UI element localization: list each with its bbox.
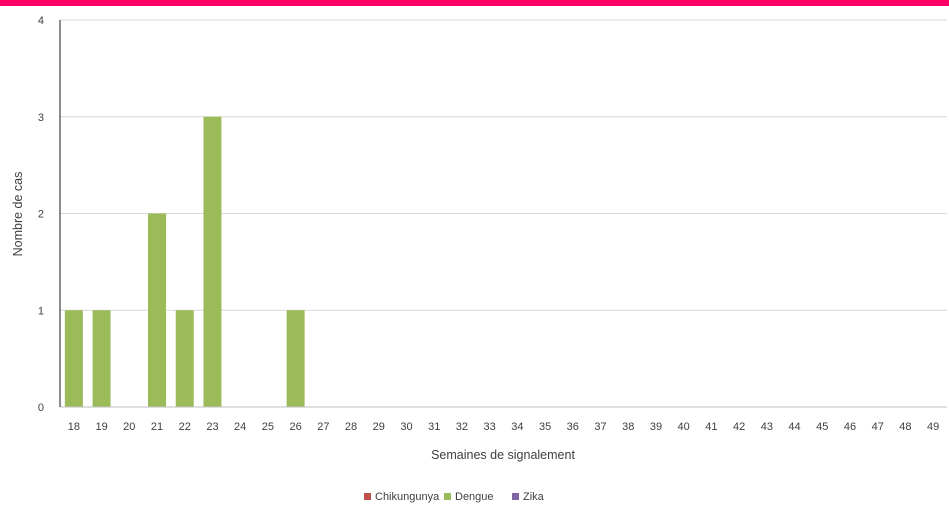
x-axis-ticks: 18 19 20 21 22 23 24 25 26 27 28 29 30 31 32 33 34 35 36 37…	[68, 421, 940, 433]
x-tick-label: 34	[511, 421, 523, 433]
x-tick-label: 44	[788, 421, 800, 433]
legend-swatch	[444, 493, 451, 500]
gridlines	[60, 19, 947, 311]
bar-dengue	[286, 310, 305, 407]
x-tick-label: 19	[95, 421, 107, 433]
bar-dengue	[92, 310, 111, 407]
legend-label: Zika	[523, 491, 545, 503]
x-tick-label: 38	[622, 421, 634, 433]
x-tick-label: 20	[123, 421, 135, 433]
bar-dengue	[148, 213, 167, 407]
y-axis-title: Nombre de cas	[11, 172, 25, 257]
x-tick-label: 30	[400, 421, 412, 433]
y-tick-label: 4	[38, 15, 44, 27]
y-axis-ticks: 0 1 2 3 4	[38, 15, 44, 414]
x-tick-label: 39	[650, 421, 662, 433]
x-tick-label: 28	[345, 421, 357, 433]
y-tick-label: 2	[38, 209, 44, 221]
x-tick-label: 42	[733, 421, 745, 433]
x-tick-label: 22	[179, 421, 191, 433]
x-tick-label: 18	[68, 421, 80, 433]
legend-label: Chikungunya	[375, 491, 440, 503]
legend-swatch	[512, 493, 519, 500]
x-tick-label: 36	[567, 421, 579, 433]
bar-dengue	[175, 310, 194, 407]
top-accent-bar	[0, 0, 949, 6]
bar-dengue	[203, 116, 222, 407]
x-tick-label: 29	[373, 421, 385, 433]
x-tick-label: 26	[289, 421, 301, 433]
x-tick-label: 23	[206, 421, 218, 433]
x-tick-label: 27	[317, 421, 329, 433]
x-tick-label: 32	[456, 421, 468, 433]
x-tick-label: 25	[262, 421, 274, 433]
x-tick-label: 47	[872, 421, 884, 433]
x-tick-label: 35	[539, 421, 551, 433]
x-tick-label: 48	[899, 421, 911, 433]
y-tick-label: 1	[38, 305, 44, 317]
legend: Chikungunya Dengue Zika	[364, 491, 545, 503]
x-tick-label: 43	[761, 421, 773, 433]
legend-label: Dengue	[455, 491, 494, 503]
x-tick-label: 40	[678, 421, 690, 433]
legend-swatch	[364, 493, 371, 500]
x-axis-title: Semaines de signalement	[431, 448, 575, 462]
x-tick-label: 21	[151, 421, 163, 433]
x-tick-label: 24	[234, 421, 246, 433]
x-tick-label: 31	[428, 421, 440, 433]
x-tick-label: 41	[705, 421, 717, 433]
y-tick-label: 3	[38, 112, 44, 124]
x-tick-label: 33	[484, 421, 496, 433]
x-tick-label: 46	[844, 421, 856, 433]
x-tick-label: 37	[594, 421, 606, 433]
y-tick-label: 0	[38, 402, 44, 414]
x-tick-label: 49	[927, 421, 939, 433]
bars	[64, 116, 305, 407]
bar-dengue	[64, 310, 83, 407]
x-tick-label: 45	[816, 421, 828, 433]
